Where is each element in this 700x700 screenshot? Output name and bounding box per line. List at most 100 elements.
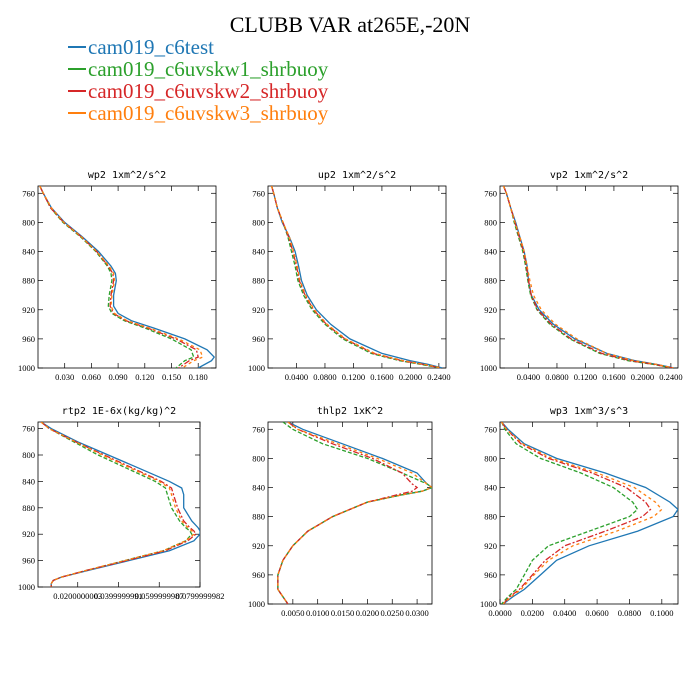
y-tick-label: 920 [484, 305, 497, 315]
x-tick-label: 0.030 [55, 372, 74, 382]
x-tick-label: 0.0799999982 [176, 591, 225, 601]
x-tick-label: 0.0250 [381, 608, 404, 618]
x-tick-label: 0.1600 [370, 372, 393, 382]
plot-frame [499, 185, 679, 369]
chart-panel-1: up2 1xm^2/s^2 760 800 840 880 920 960 1000 0.040… [248, 170, 451, 382]
series-line [277, 422, 432, 604]
y-tick-label: 1000 [18, 582, 35, 592]
series-line [277, 422, 432, 604]
y-tick-label: 960 [22, 556, 35, 566]
legend-label: cam019_c6uvskw3_shrbuoy [88, 101, 329, 125]
y-tick-label: 800 [252, 453, 265, 463]
y-tick-label: 800 [252, 217, 265, 227]
y-tick-label: 920 [484, 541, 497, 551]
x-tick-label: 0.0400 [517, 372, 540, 382]
y-tick-label: 960 [484, 570, 497, 580]
y-tick-label: 1000 [248, 599, 265, 609]
y-tick-label: 840 [252, 247, 265, 257]
series-line [40, 422, 195, 587]
series-line [501, 422, 652, 604]
y-tick-label: 840 [22, 247, 35, 257]
y-tick-label: 960 [22, 334, 35, 344]
legend-label: cam019_c6uvskw1_shrbuoy [88, 57, 329, 81]
x-tick-label: 0.0000 [488, 608, 511, 618]
plot-frame [37, 421, 201, 588]
series-line [277, 422, 419, 604]
legend-swatch [68, 90, 86, 92]
y-tick-label: 800 [22, 217, 35, 227]
page-title: CLUBB VAR at265E,-20N [229, 12, 471, 37]
series-line [40, 422, 197, 587]
y-tick-label: 760 [484, 188, 497, 198]
chart-title: up2 1xm^2/s^2 [318, 170, 396, 181]
legend-label: cam019_c6uvskw2_shrbuoy [88, 79, 329, 103]
x-tick-label: 0.0800 [313, 372, 336, 382]
legend-swatch [68, 112, 86, 114]
y-tick-label: 960 [252, 570, 265, 580]
legend-swatch [68, 46, 86, 48]
series-line [270, 186, 443, 368]
x-tick-label: 0.150 [162, 372, 181, 382]
y-tick-label: 760 [252, 188, 265, 198]
chart-title: vp2 1xm^2/s^2 [550, 170, 628, 181]
legend-label: cam019_c6test [88, 35, 214, 59]
series-line [270, 186, 442, 368]
y-tick-label: 760 [22, 424, 35, 434]
x-tick-label: 0.0400 [553, 608, 576, 618]
plot-frame [267, 185, 447, 369]
chart-title: wp2 1xm^2/s^2 [88, 170, 166, 181]
series-line [502, 186, 674, 368]
x-tick-label: 0.180 [189, 372, 208, 382]
x-tick-label: 0.1000 [650, 608, 673, 618]
series-line [40, 422, 193, 587]
y-tick-label: 1000 [480, 363, 497, 373]
y-tick-label: 880 [484, 276, 497, 286]
y-tick-label: 840 [484, 483, 497, 493]
y-tick-label: 1000 [248, 363, 265, 373]
chart-title: thlp2 1xK^2 [317, 406, 383, 417]
series-line [502, 186, 674, 368]
y-tick-label: 880 [22, 503, 35, 513]
series-line [501, 422, 639, 604]
x-tick-label: 0.060 [82, 372, 101, 382]
series-line [270, 186, 442, 368]
y-tick-label: 1000 [480, 599, 497, 609]
y-tick-label: 800 [484, 217, 497, 227]
y-tick-label: 840 [22, 476, 35, 486]
x-tick-label: 0.1200 [342, 372, 365, 382]
y-tick-label: 880 [252, 512, 265, 522]
x-tick-label: 0.0400 [285, 372, 308, 382]
chart-panel-3: rtp2 1E-6x(kg/kg)^2 760 800 840 880 920 960 100… [18, 406, 224, 601]
chart-panel-5: wp3 1xm^3/s^3 760 800 840 880 920 960 10000.000… [480, 406, 679, 618]
series-line [501, 422, 678, 604]
x-tick-label: 0.0399999991 [94, 591, 143, 601]
y-tick-label: 840 [252, 483, 265, 493]
x-tick-label: 0.1600 [602, 372, 625, 382]
plot-frame [267, 421, 433, 605]
series-line [39, 186, 216, 368]
series-line [39, 186, 195, 368]
y-tick-label: 960 [484, 334, 497, 344]
x-tick-label: 0.0200 [521, 608, 544, 618]
x-tick-label: 0.2000 [399, 372, 422, 382]
x-tick-label: 0.0150 [331, 608, 354, 618]
series-line [270, 186, 441, 368]
y-tick-label: 840 [484, 247, 497, 257]
legend-swatch [68, 68, 86, 70]
x-tick-label: 0.2400 [427, 372, 450, 382]
plot-frame [499, 421, 679, 605]
chart-panel-0: wp2 1xm^2/s^2 760 800 840 880 920 960 1000 0.030… [18, 170, 217, 382]
x-tick-label: 0.2000 [631, 372, 654, 382]
plot-frame [37, 185, 217, 369]
chart-panel-2: vp2 1xm^2/s^2 760 800 840 880 920 960 1000 0.040… [480, 170, 683, 382]
y-tick-label: 880 [252, 276, 265, 286]
y-tick-label: 760 [252, 424, 265, 434]
x-tick-label: 0.0800 [618, 608, 641, 618]
x-tick-label: 0.090 [109, 372, 128, 382]
y-tick-label: 880 [22, 276, 35, 286]
x-tick-label: 0.0200000003 [53, 591, 102, 601]
chart-title: wp3 1xm^3/s^3 [550, 406, 628, 417]
x-tick-label: 0.0300 [405, 608, 428, 618]
